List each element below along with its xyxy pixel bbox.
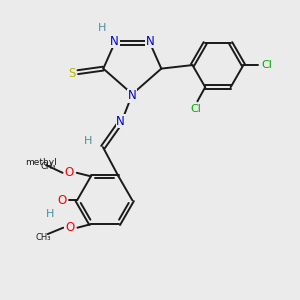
Text: CH₃: CH₃ <box>35 233 51 242</box>
Text: S: S <box>68 68 75 80</box>
Text: CH₃: CH₃ <box>41 162 56 171</box>
Text: H: H <box>98 23 106 33</box>
Text: O: O <box>64 166 74 179</box>
Text: H: H <box>46 209 54 219</box>
Text: N: N <box>128 89 137 102</box>
Text: O: O <box>65 221 74 234</box>
Text: H: H <box>84 136 92 146</box>
Text: N: N <box>116 115 125 128</box>
Text: N: N <box>110 35 119 48</box>
Text: methyl: methyl <box>25 158 56 167</box>
Text: Cl: Cl <box>190 104 201 114</box>
Text: N: N <box>146 35 154 48</box>
Text: O: O <box>58 194 67 207</box>
Text: Cl: Cl <box>261 60 272 70</box>
